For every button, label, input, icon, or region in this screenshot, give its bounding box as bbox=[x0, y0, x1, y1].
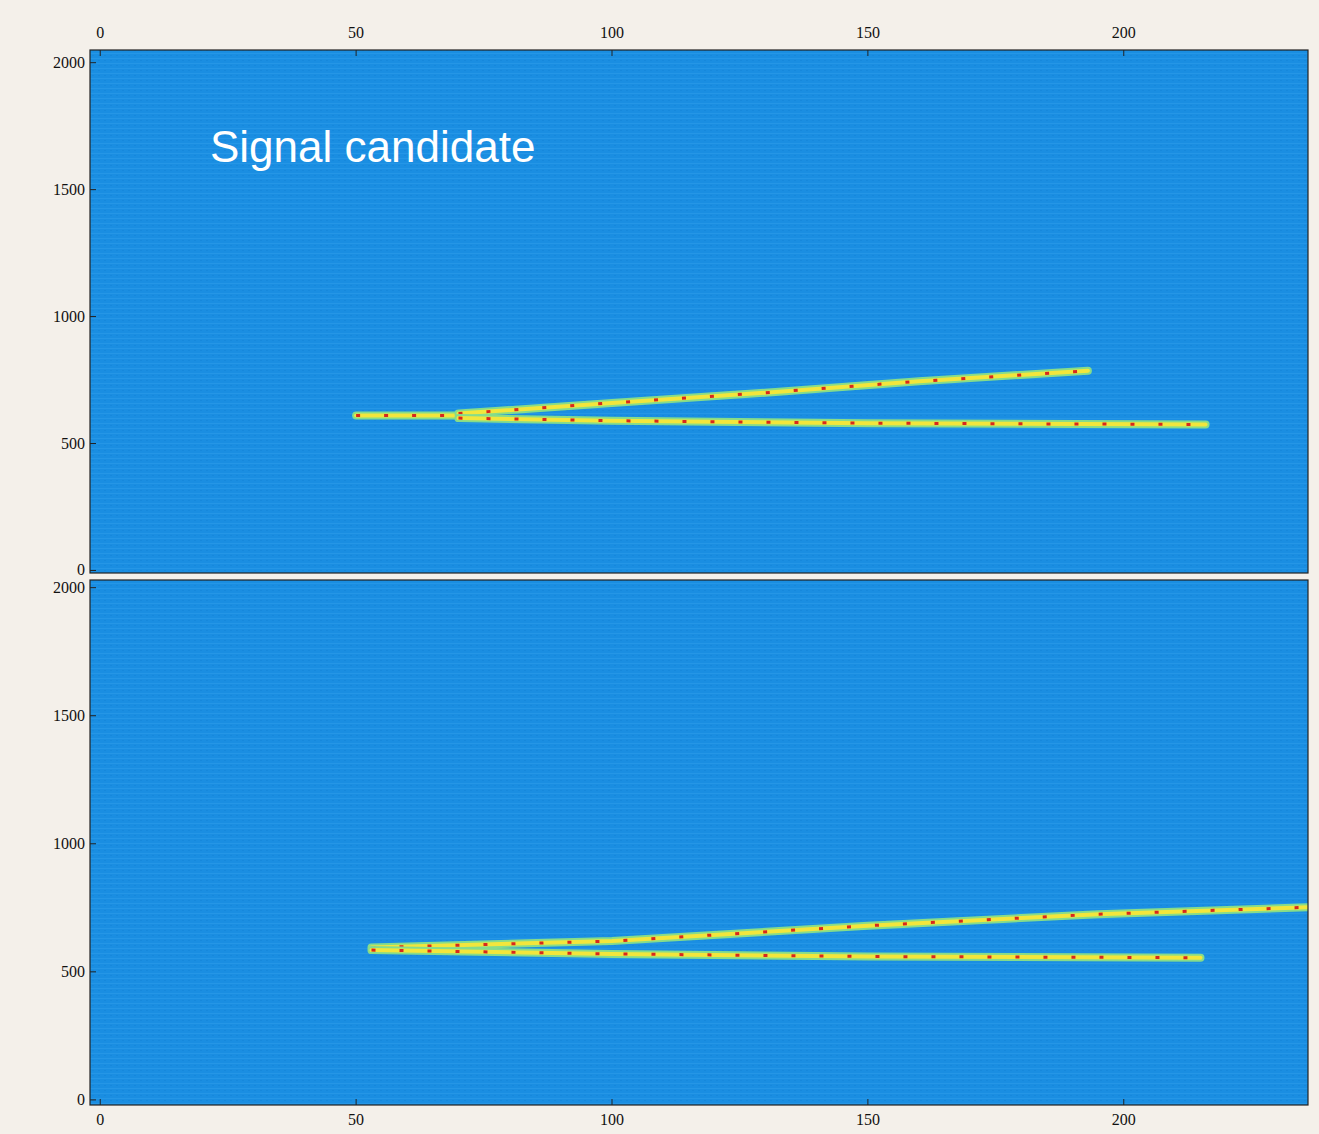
frame bbox=[90, 580, 1308, 1105]
track-halo bbox=[459, 371, 1088, 414]
x-tick bbox=[867, 1099, 868, 1105]
y-tick bbox=[90, 443, 96, 444]
x-tick bbox=[100, 50, 101, 56]
annotation: Signal candidate bbox=[210, 122, 535, 171]
x-tick bbox=[612, 1099, 613, 1105]
plot-background bbox=[90, 580, 1308, 1105]
y-tick bbox=[90, 587, 96, 588]
track-hits bbox=[459, 418, 1206, 424]
x-tick-label: 100 bbox=[600, 24, 624, 41]
y-tick-label: 2000 bbox=[53, 579, 85, 596]
track-halo bbox=[459, 418, 1206, 424]
panel: 0501001502000500100015002000 bbox=[53, 579, 1308, 1128]
track bbox=[372, 950, 1201, 958]
y-tick-label: 1000 bbox=[53, 835, 85, 852]
x-tick-label: 0 bbox=[96, 1111, 104, 1128]
x-tick-label: 0 bbox=[96, 24, 104, 41]
x-tick bbox=[100, 1099, 101, 1105]
x-tick bbox=[1123, 1099, 1124, 1105]
x-tick bbox=[356, 1099, 357, 1105]
x-tick-label: 200 bbox=[1112, 24, 1136, 41]
y-tick-label: 0 bbox=[77, 1091, 85, 1108]
y-tick-label: 1500 bbox=[53, 707, 85, 724]
x-tick-label: 200 bbox=[1112, 1111, 1136, 1128]
y-tick-label: 500 bbox=[61, 435, 85, 452]
x-tick bbox=[356, 50, 357, 56]
x-tick bbox=[1123, 50, 1124, 56]
x-tick-label: 150 bbox=[856, 24, 880, 41]
y-tick bbox=[90, 971, 96, 972]
x-tick-label: 150 bbox=[856, 1111, 880, 1128]
tracks bbox=[356, 371, 1206, 425]
track-hits bbox=[459, 371, 1088, 414]
track bbox=[459, 371, 1088, 414]
y-tick bbox=[90, 570, 96, 571]
tracks bbox=[372, 907, 1309, 957]
y-tick bbox=[90, 316, 96, 317]
track-hits bbox=[372, 907, 1309, 947]
track bbox=[356, 414, 458, 418]
y-tick bbox=[90, 1099, 96, 1100]
plot-background bbox=[90, 50, 1308, 573]
x-tick-label: 50 bbox=[348, 24, 364, 41]
track bbox=[459, 418, 1206, 424]
y-tick-label: 500 bbox=[61, 963, 85, 980]
track-hits bbox=[356, 414, 458, 417]
y-tick-label: 0 bbox=[77, 561, 85, 578]
x-tick bbox=[612, 50, 613, 56]
y-tick-label: 2000 bbox=[53, 54, 85, 71]
y-tick-label: 1000 bbox=[53, 308, 85, 325]
y-tick-label: 1500 bbox=[53, 181, 85, 198]
x-tick-label: 100 bbox=[600, 1111, 624, 1128]
track-halo bbox=[372, 950, 1201, 958]
x-tick-label: 50 bbox=[348, 1111, 364, 1128]
y-tick bbox=[90, 843, 96, 844]
frame bbox=[90, 50, 1308, 573]
y-tick bbox=[90, 62, 96, 63]
y-tick bbox=[90, 715, 96, 716]
track bbox=[372, 907, 1309, 947]
panel: 0501001502000500100015002000Signal candi… bbox=[53, 24, 1308, 578]
track-halo bbox=[372, 907, 1309, 947]
figure: 0501001502000500100015002000Signal candi… bbox=[0, 0, 1319, 1134]
track-hits bbox=[372, 950, 1201, 958]
y-tick bbox=[90, 189, 96, 190]
x-tick bbox=[867, 50, 868, 56]
track-halo bbox=[356, 412, 458, 420]
